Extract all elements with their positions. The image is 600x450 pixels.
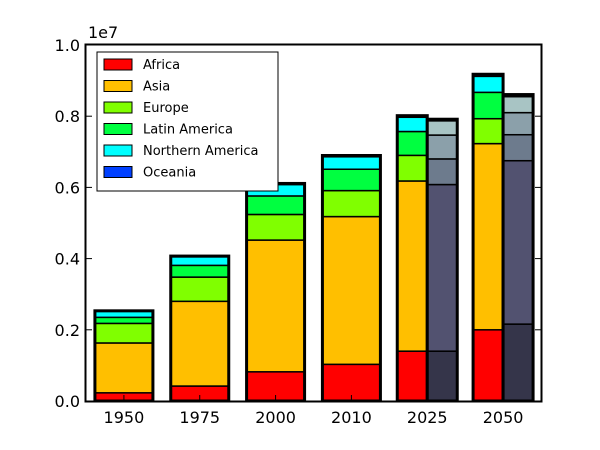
legend-label-asia: Asia <box>143 80 170 95</box>
bar-segment-europe <box>94 322 154 344</box>
projection-bars-layer <box>425 93 535 403</box>
y-axis: 0.0 0.2 0.4 0.6 0.8 1.0 <box>55 36 541 411</box>
projection-bar-segment <box>426 183 458 352</box>
bar-segment-africa <box>396 350 428 402</box>
y-tick-label: 0.8 <box>55 107 80 126</box>
bar-segment-europe <box>245 213 306 241</box>
legend-swatch-northern-america <box>103 144 133 157</box>
projection-bar-segment <box>426 158 458 186</box>
bar-segment-latin-america <box>396 130 428 157</box>
bar-segment-asia <box>472 142 504 331</box>
bar-segment-africa <box>472 329 504 402</box>
bar-segment-latin-america <box>245 195 306 216</box>
bar-segment-europe <box>321 189 382 218</box>
plot-frame <box>84 43 543 403</box>
projection-bar-segment <box>426 134 458 160</box>
projection-bar-segment <box>502 159 534 325</box>
projection-bar-segment <box>502 323 534 402</box>
x-tick-label: 2050 <box>483 408 524 427</box>
bars-layer <box>93 72 505 403</box>
y-tick-label: 0.4 <box>55 250 80 269</box>
legend-swatch-asia <box>103 80 133 92</box>
legend-label-europe: Europe <box>143 101 189 116</box>
legend-swatch-africa <box>103 58 133 71</box>
bar-segment-asia <box>396 180 428 352</box>
x-axis: 1950 1975 2000 2010 2025 2050 <box>104 395 524 427</box>
y-axis-multiplier: 1e7 <box>88 23 118 42</box>
bar-segment-northern-america <box>396 116 428 133</box>
x-tick-label: 1950 <box>104 408 145 427</box>
x-tick-label: 1975 <box>179 408 220 427</box>
y-tick-label: 0.6 <box>55 178 80 197</box>
bar-segment-asia <box>245 239 306 373</box>
legend-swatch-europe <box>103 101 133 114</box>
legend-swatch-latin-america <box>103 123 133 135</box>
legend: Africa Asia Europe Latin America Northern Am… <box>96 51 279 192</box>
projection-bar-segment <box>502 95 534 114</box>
bar-segment-asia <box>94 342 154 394</box>
projection-bar-segment <box>502 111 534 136</box>
bar-segment-northern-america <box>472 75 504 94</box>
projection-bar-segment <box>426 350 458 402</box>
x-tick-label: 2000 <box>255 408 296 427</box>
bar-segment-asia <box>321 215 382 366</box>
bar-segment-latin-america <box>472 91 504 120</box>
x-tick-label: 2010 <box>331 408 372 427</box>
projection-bar-segment <box>426 120 458 136</box>
legend-label-northern-america: Northern America <box>143 144 258 159</box>
bar-segment-asia <box>170 300 230 387</box>
projection-bar-segment <box>502 133 534 162</box>
bar-segment-europe <box>472 117 504 145</box>
bar-segment-latin-america <box>170 264 230 278</box>
legend-label-latin-america: Latin America <box>143 123 233 138</box>
bar-segment-latin-america <box>321 168 382 192</box>
y-tick-label: 0.2 <box>55 321 80 340</box>
bar-segment-latin-america <box>94 316 154 325</box>
bar-segment-northern-america <box>170 256 230 267</box>
y-tick-label: 1.0 <box>55 36 80 55</box>
bar-segment-northern-america <box>321 156 382 170</box>
legend-label-oceania: Oceania <box>143 166 196 181</box>
legend-swatch-oceania <box>103 166 133 178</box>
legend-label-africa: Africa <box>143 58 180 73</box>
bar-segment-europe <box>170 276 230 303</box>
x-tick-label: 2025 <box>407 408 448 427</box>
bar-segment-europe <box>396 154 428 182</box>
y-tick-label: 0.0 <box>55 392 80 411</box>
